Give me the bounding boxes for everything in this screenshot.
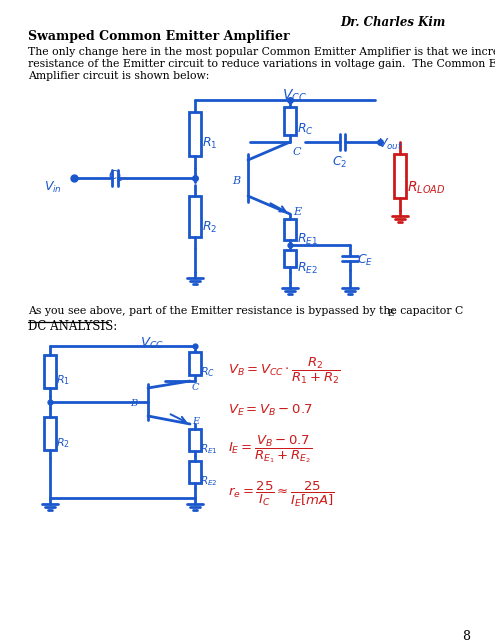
Text: B: B bbox=[232, 176, 240, 186]
Text: $V_{in}$: $V_{in}$ bbox=[44, 180, 62, 195]
Text: .: . bbox=[392, 306, 396, 316]
Text: $I_E = \dfrac{V_B - 0.7}{R_{E_1} + R_{E_2}}$: $I_E = \dfrac{V_B - 0.7}{R_{E_1} + R_{E_… bbox=[228, 433, 312, 465]
Text: $R_1$: $R_1$ bbox=[56, 373, 70, 387]
Text: E: E bbox=[192, 417, 199, 426]
Text: As you see above, part of the Emitter resistance is bypassed by the capacitor C: As you see above, part of the Emitter re… bbox=[28, 306, 463, 316]
Text: $C_2$: $C_2$ bbox=[332, 155, 347, 170]
Text: $R_C$: $R_C$ bbox=[200, 365, 215, 379]
Text: $R_{E1}$: $R_{E1}$ bbox=[297, 232, 318, 247]
Text: $C_E$: $C_E$ bbox=[357, 253, 373, 268]
Text: $R_C$: $R_C$ bbox=[297, 122, 314, 137]
Text: $R_{E2}$: $R_{E2}$ bbox=[200, 474, 218, 488]
Text: Amplifier circuit is shown below:: Amplifier circuit is shown below: bbox=[28, 71, 209, 81]
Text: The only change here in the most popular Common Emitter Amplifier is that we inc: The only change here in the most popular… bbox=[28, 47, 495, 57]
Text: $V_{CC}$: $V_{CC}$ bbox=[140, 336, 164, 351]
Text: C: C bbox=[293, 147, 301, 157]
Text: 8: 8 bbox=[462, 630, 470, 640]
Text: $V_E = V_B - 0.7$: $V_E = V_B - 0.7$ bbox=[228, 403, 313, 418]
Text: Dr. Charles Kim: Dr. Charles Kim bbox=[340, 16, 445, 29]
Text: E: E bbox=[293, 207, 301, 217]
Text: $V_B = V_{CC} \cdot \dfrac{R_2}{R_1+R_2}$: $V_B = V_{CC} \cdot \dfrac{R_2}{R_1+R_2}… bbox=[228, 356, 341, 387]
Text: $R_1$: $R_1$ bbox=[202, 136, 217, 151]
Text: $V_{CC}$: $V_{CC}$ bbox=[282, 88, 307, 104]
Text: $V_{out}$: $V_{out}$ bbox=[378, 137, 403, 152]
Text: Swamped Common Emitter Amplifier: Swamped Common Emitter Amplifier bbox=[28, 30, 290, 43]
Text: $R_{E2}$: $R_{E2}$ bbox=[297, 261, 318, 276]
Text: $R_{E1}$: $R_{E1}$ bbox=[200, 442, 218, 456]
Text: $R_{LOAD}$: $R_{LOAD}$ bbox=[407, 180, 446, 196]
Text: $R_2$: $R_2$ bbox=[56, 436, 70, 450]
Text: DC ANALYSIS:: DC ANALYSIS: bbox=[28, 320, 117, 333]
Text: B: B bbox=[130, 399, 137, 408]
Text: $R_2$: $R_2$ bbox=[202, 220, 217, 235]
Text: E: E bbox=[388, 309, 394, 318]
Text: C: C bbox=[192, 383, 199, 392]
Text: resistance of the Emitter circuit to reduce variations in voltage gain.  The Com: resistance of the Emitter circuit to red… bbox=[28, 59, 495, 69]
Text: $r_e = \dfrac{25}{I_C} \approx \dfrac{25}{I_E[mA]}$: $r_e = \dfrac{25}{I_C} \approx \dfrac{25… bbox=[228, 480, 335, 509]
Text: $C_1$: $C_1$ bbox=[108, 169, 123, 184]
